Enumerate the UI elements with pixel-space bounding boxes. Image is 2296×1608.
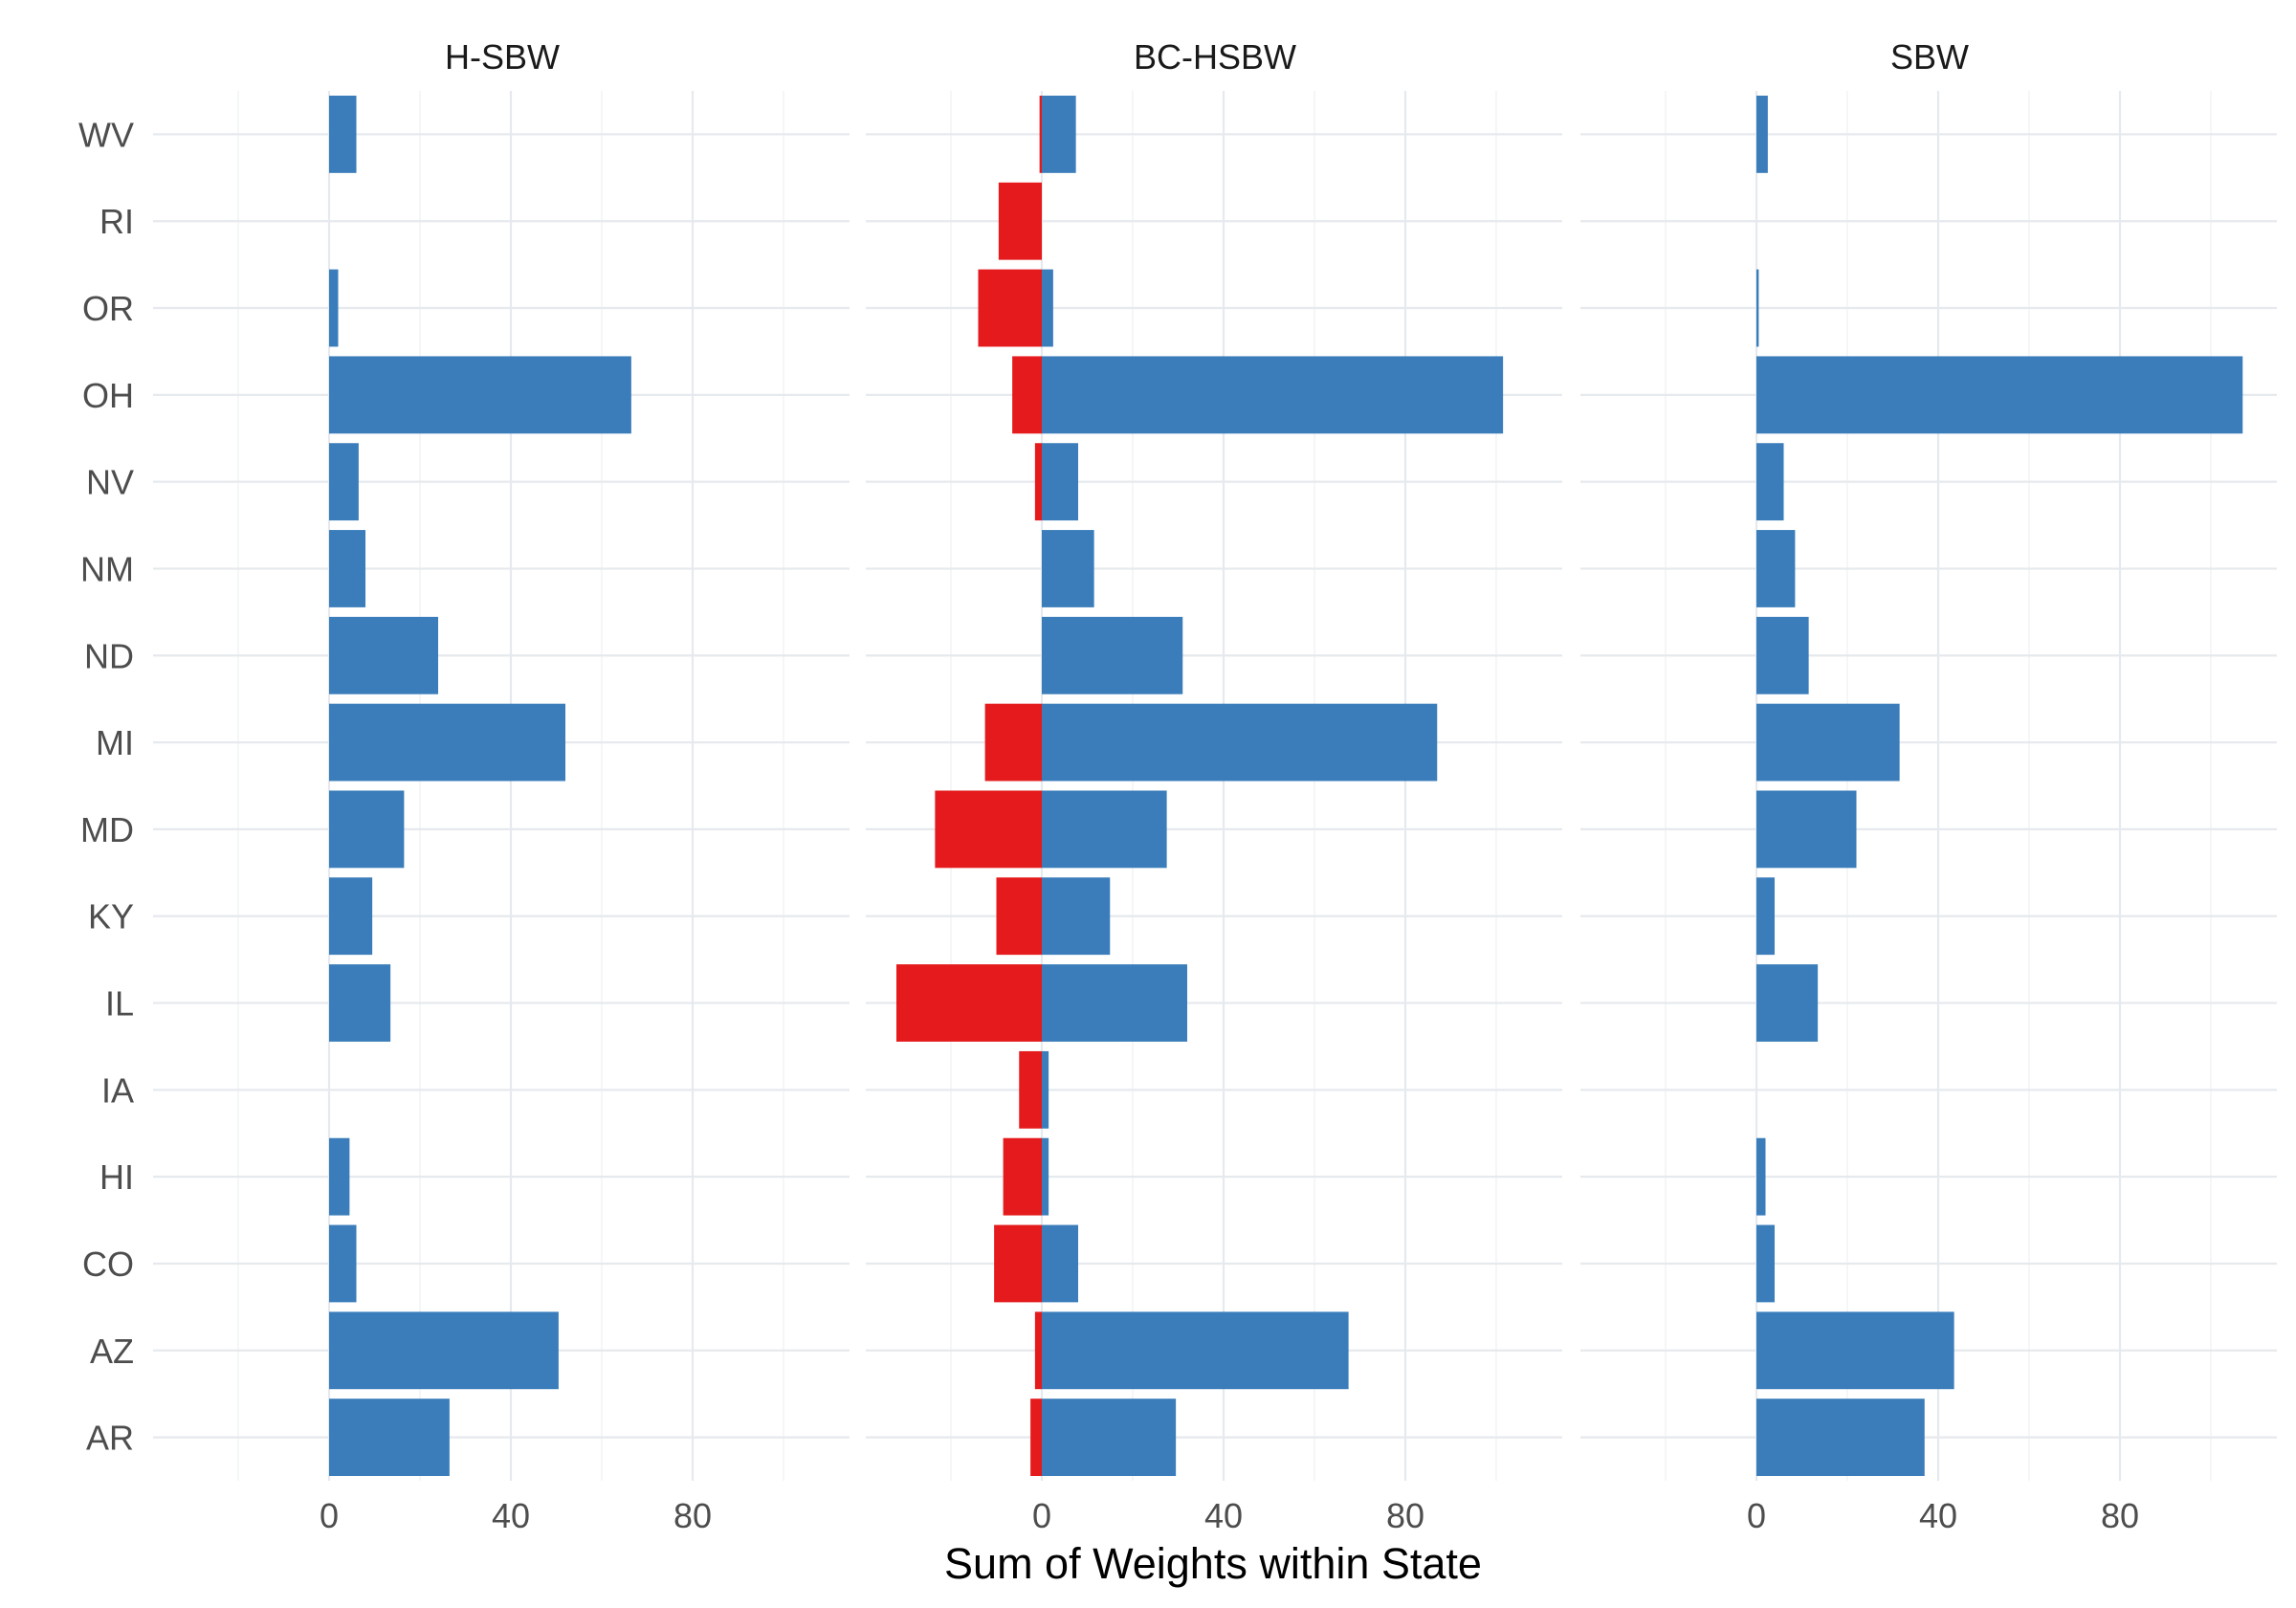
y-tick-label: MD xyxy=(80,810,134,849)
bar-bc-hsbw-hi-negative xyxy=(1003,1137,1042,1216)
bar-bc-hsbw-il-positive xyxy=(1042,964,1187,1042)
bar-bc-hsbw-md-positive xyxy=(1042,790,1167,869)
y-tick-label: RI xyxy=(99,202,134,241)
x-axis-title: Sum of Weights within State xyxy=(944,1539,1482,1588)
panel-sbw: SBW 0 40 80 xyxy=(1580,37,2277,1535)
bar-bc-hsbw-il-negative xyxy=(896,964,1042,1042)
panels: H-SBW 0 40 80 BC-HSBW 0 40 80 SBW 0 40 80 xyxy=(153,37,2277,1535)
bar-sbw-wv-positive xyxy=(1756,95,1768,173)
panel-title: BC-HSBW xyxy=(1134,37,1296,77)
bar-bc-hsbw-md-negative xyxy=(935,790,1042,869)
bar-bc-hsbw-ky-positive xyxy=(1042,877,1111,956)
y-tick-label: IA xyxy=(101,1070,134,1110)
bar-sbw-il-positive xyxy=(1756,964,1819,1042)
bar-bc-hsbw-az-positive xyxy=(1042,1311,1349,1390)
bar-h-sbw-nm-positive xyxy=(329,530,365,607)
bar-sbw-ky-positive xyxy=(1756,877,1775,956)
bar-h-sbw-il-positive xyxy=(329,964,391,1042)
bar-h-sbw-wv-positive xyxy=(329,95,357,173)
y-tick-label: KY xyxy=(88,897,134,936)
y-tick-label: OH xyxy=(82,376,134,415)
bar-bc-hsbw-nv-positive xyxy=(1042,443,1078,521)
bar-bc-hsbw-mi-negative xyxy=(984,703,1042,782)
bar-sbw-hi-positive xyxy=(1756,1137,1766,1216)
bar-sbw-nv-positive xyxy=(1756,443,1784,521)
bar-h-sbw-co-positive xyxy=(329,1224,357,1303)
bar-h-sbw-nd-positive xyxy=(329,616,438,694)
bar-sbw-co-positive xyxy=(1756,1224,1775,1303)
panel-bc-hsbw: BC-HSBW 0 40 80 xyxy=(866,37,1562,1535)
bar-bc-hsbw-nv-negative xyxy=(1034,443,1042,521)
bar-bc-hsbw-ky-negative xyxy=(996,877,1042,956)
x-tick-label: 40 xyxy=(1919,1496,1957,1535)
bar-bc-hsbw-or-positive xyxy=(1042,269,1053,347)
y-tick-label: IL xyxy=(105,984,134,1024)
bar-bc-hsbw-nd-positive xyxy=(1042,616,1183,694)
bar-bc-hsbw-ri-negative xyxy=(998,182,1042,260)
bar-h-sbw-oh-positive xyxy=(329,356,631,434)
bar-sbw-oh-positive xyxy=(1756,356,2243,434)
x-tick-label: 0 xyxy=(320,1496,339,1535)
bar-h-sbw-md-positive xyxy=(329,790,405,869)
bar-sbw-mi-positive xyxy=(1756,703,1900,782)
y-tick-label: WV xyxy=(78,115,134,154)
x-tick-label: 40 xyxy=(1204,1496,1243,1535)
bar-bc-hsbw-oh-positive xyxy=(1042,356,1504,434)
y-tick-label: OR xyxy=(82,289,134,328)
y-tick-label: HI xyxy=(99,1157,134,1197)
bar-bc-hsbw-wv-negative xyxy=(1039,95,1042,173)
y-tick-label: AZ xyxy=(90,1332,134,1371)
bar-h-sbw-or-positive xyxy=(329,269,339,347)
y-tick-label: NM xyxy=(80,549,134,588)
bar-bc-hsbw-hi-positive xyxy=(1042,1137,1049,1216)
bar-bc-hsbw-ia-negative xyxy=(1019,1050,1042,1129)
bar-sbw-az-positive xyxy=(1756,1311,1954,1390)
bar-bc-hsbw-co-positive xyxy=(1042,1224,1078,1303)
panel-title: H-SBW xyxy=(445,37,560,77)
bar-sbw-nm-positive xyxy=(1756,530,1796,607)
bar-bc-hsbw-mi-positive xyxy=(1042,703,1438,782)
x-tick-label: 0 xyxy=(1747,1496,1766,1535)
bar-bc-hsbw-ar-negative xyxy=(1030,1399,1042,1477)
panel-title: SBW xyxy=(1890,37,1969,77)
x-tick-label: 80 xyxy=(673,1496,712,1535)
bar-h-sbw-nv-positive xyxy=(329,443,359,521)
bar-bc-hsbw-ar-positive xyxy=(1042,1399,1177,1477)
bar-h-sbw-ar-positive xyxy=(329,1399,450,1477)
bar-bc-hsbw-co-negative xyxy=(994,1224,1042,1303)
bar-h-sbw-mi-positive xyxy=(329,703,565,782)
bar-h-sbw-ky-positive xyxy=(329,877,373,956)
bar-sbw-nd-positive xyxy=(1756,616,1809,694)
y-tick-label: MI xyxy=(96,723,134,762)
panel-h-sbw: H-SBW 0 40 80 xyxy=(153,37,850,1535)
y-axis-labels: AR AZ CO HI IA IL KY MD MI ND NM NV OH OR RI WV xyxy=(78,115,134,1457)
x-tick-label: 40 xyxy=(492,1496,530,1535)
y-tick-label: NV xyxy=(86,463,134,502)
x-tick-label: 0 xyxy=(1032,1496,1051,1535)
bar-bc-hsbw-az-negative xyxy=(1034,1311,1042,1390)
bar-sbw-or-positive xyxy=(1756,269,1759,347)
bar-bc-hsbw-nm-positive xyxy=(1042,530,1094,607)
x-tick-label: 80 xyxy=(1386,1496,1424,1535)
x-tick-label: 80 xyxy=(2101,1496,2139,1535)
bar-sbw-ar-positive xyxy=(1756,1399,1925,1477)
bar-bc-hsbw-oh-negative xyxy=(1012,356,1042,434)
bar-h-sbw-az-positive xyxy=(329,1311,559,1390)
bar-sbw-md-positive xyxy=(1756,790,1857,869)
y-tick-label: CO xyxy=(82,1245,134,1284)
y-tick-label: ND xyxy=(84,636,134,675)
bar-bc-hsbw-or-negative xyxy=(978,269,1042,347)
bar-bc-hsbw-wv-positive xyxy=(1042,95,1076,173)
bar-bc-hsbw-ia-positive xyxy=(1042,1050,1049,1129)
y-tick-label: AR xyxy=(86,1419,134,1458)
bar-h-sbw-hi-positive xyxy=(329,1137,350,1216)
